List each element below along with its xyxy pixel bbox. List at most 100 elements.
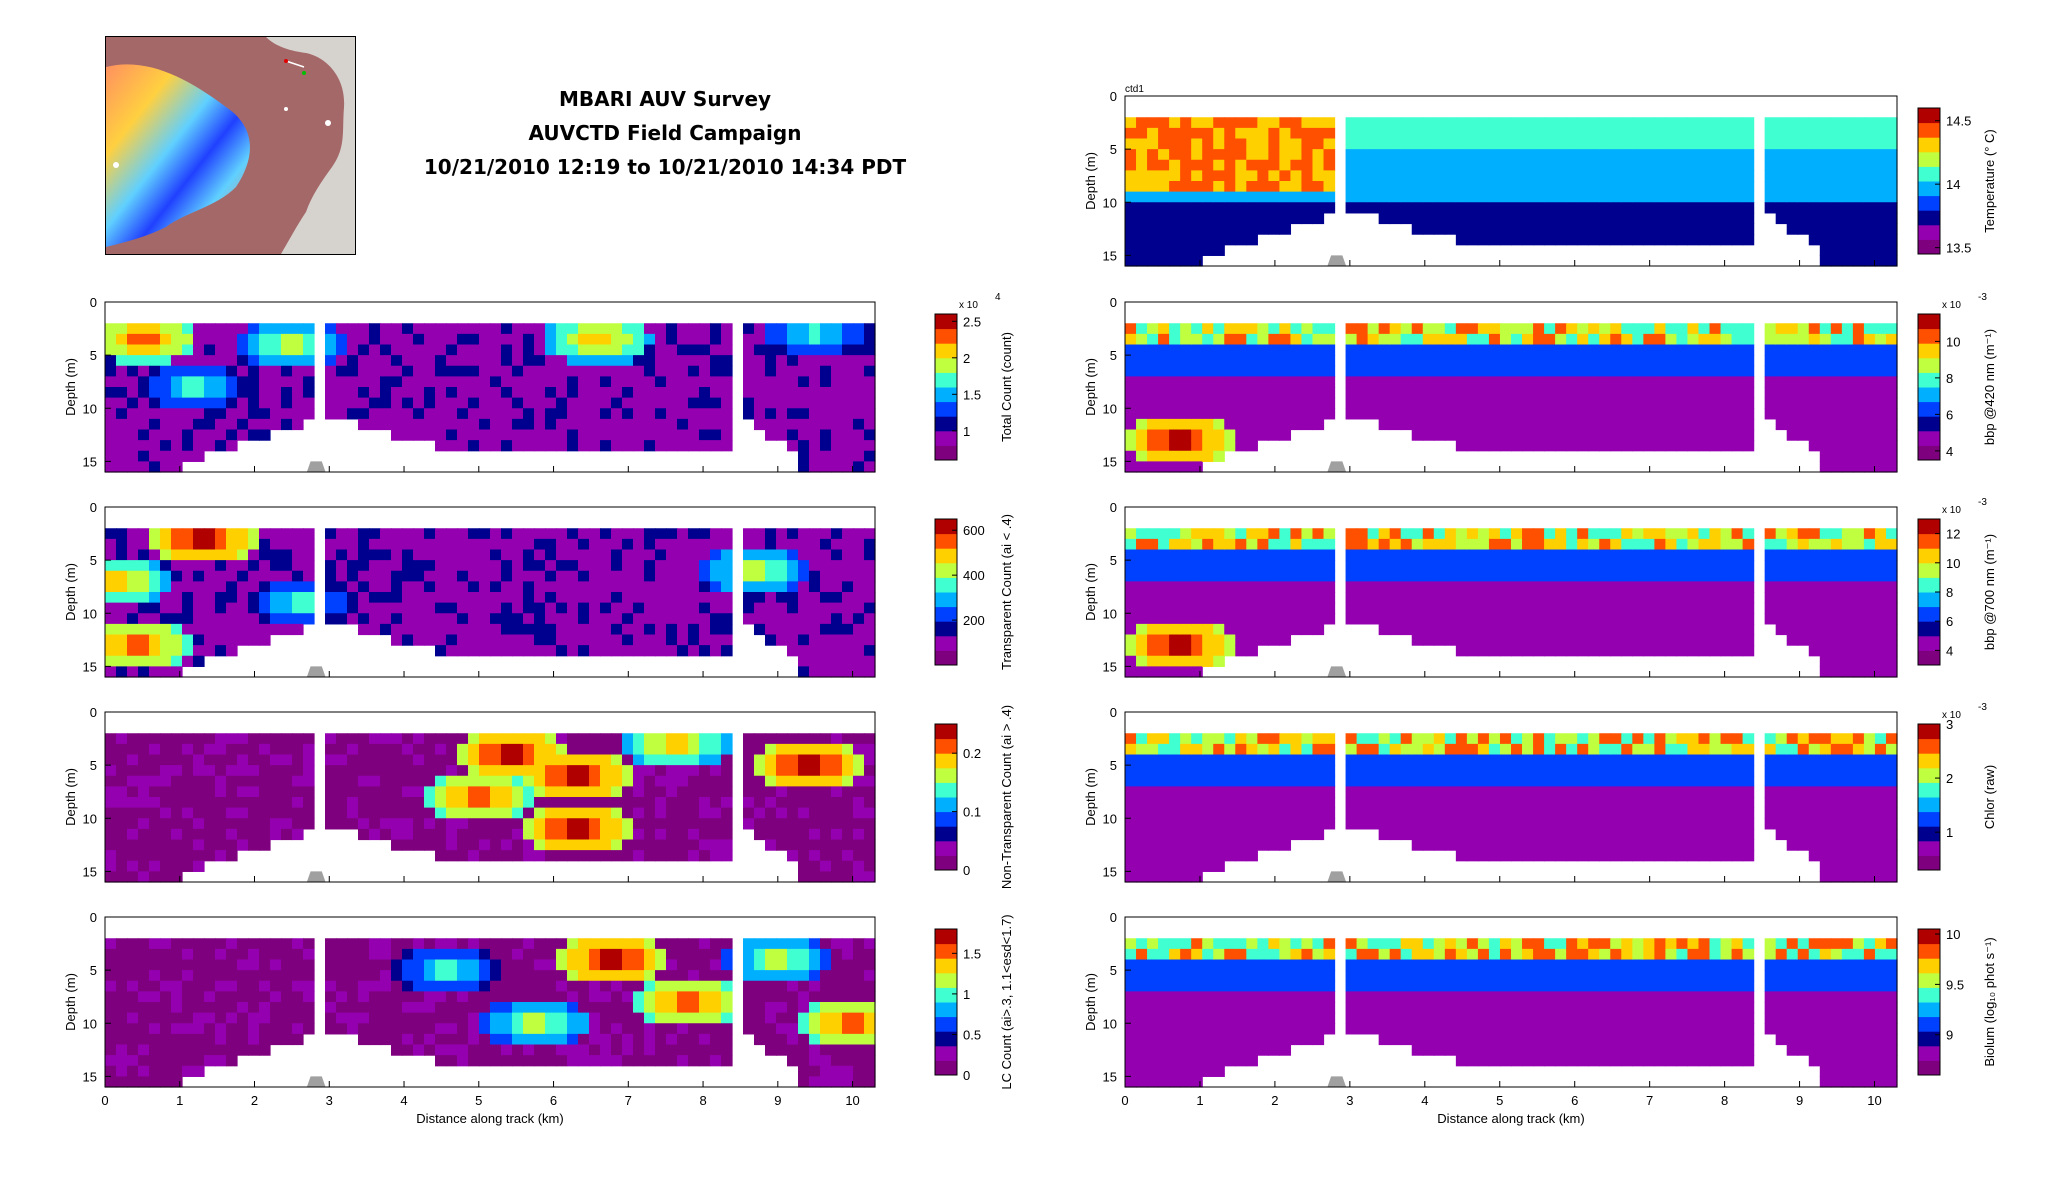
heatmap-cell: [1731, 181, 1744, 193]
heatmap-cell: [622, 1033, 634, 1046]
heatmap-cell: [1555, 181, 1567, 193]
heatmap-cell: [380, 991, 392, 1003]
heatmap-cell: [1511, 149, 1523, 161]
heatmap-cell: [809, 1044, 821, 1056]
heatmap-cell: [479, 733, 491, 745]
heatmap-cell: [622, 623, 634, 636]
heatmap-cell: [831, 592, 843, 604]
heatmap-cell: [1367, 127, 1380, 140]
heatmap-cell: [677, 538, 689, 551]
heatmap-cell: [798, 418, 810, 431]
heatmap-cell: [127, 860, 139, 872]
heatmap-cell: [1709, 181, 1722, 193]
heatmap-cell: [589, 818, 601, 830]
heatmap-cell: [281, 397, 293, 409]
heatmap-cell: [490, 408, 502, 420]
heatmap-cell: [215, 765, 227, 777]
heatmap-cell: [1301, 181, 1314, 193]
heatmap-cell: [831, 397, 843, 409]
heatmap-cell: [534, 839, 546, 851]
heatmap-cell: [1400, 387, 1413, 399]
heatmap-cell: [556, 754, 568, 766]
heatmap-cell: [479, 323, 491, 335]
heatmap-cell: [193, 828, 205, 841]
heatmap-cell: [699, 1033, 711, 1046]
heatmap-cell: [347, 592, 359, 604]
heatmap-cell: [644, 397, 656, 409]
heatmap-cell: [116, 333, 128, 346]
heatmap-cell: [1819, 365, 1832, 377]
heatmap-cell: [1511, 333, 1523, 346]
heatmap-cell: [688, 743, 700, 756]
heatmap-cell: [1400, 397, 1413, 409]
heatmap-cell: [468, 549, 480, 561]
heatmap-cell: [1213, 234, 1225, 246]
heatmap-cell: [1764, 127, 1777, 140]
heatmap-cell: [292, 418, 304, 431]
heatmap-cell: [765, 613, 777, 625]
heatmap-cell: [402, 818, 414, 830]
heatmap-cell: [1687, 355, 1700, 367]
heatmap-cell: [138, 786, 150, 798]
heatmap-cell: [193, 570, 205, 582]
heatmap-cell: [699, 807, 711, 819]
heatmap-cell: [1698, 365, 1711, 377]
heatmap-cell: [479, 1055, 491, 1067]
heatmap-cell: [1676, 181, 1689, 193]
heatmap-cell: [831, 538, 843, 551]
heatmap-cell: [1301, 202, 1314, 214]
heatmap-cell: [1885, 138, 1898, 150]
heatmap-cell: [776, 376, 788, 388]
heatmap-cell: [831, 775, 843, 787]
heatmap-cell: [1147, 365, 1159, 377]
heatmap-cell: [204, 1002, 216, 1014]
heatmap-cell: [1731, 344, 1744, 356]
heatmap-cell: [1389, 418, 1402, 431]
heatmap-cell: [787, 754, 799, 766]
heatmap-cell: [215, 365, 227, 377]
heatmap-cell: [336, 408, 348, 420]
heatmap-cell: [1643, 149, 1655, 161]
heatmap-cell: [1643, 418, 1655, 431]
heatmap-cell: [578, 959, 590, 971]
heatmap-cell: [325, 786, 337, 798]
heatmap-cell: [1466, 429, 1479, 441]
heatmap-cell: [798, 549, 810, 561]
heatmap-cell: [1797, 333, 1810, 346]
heatmap-cell: [1808, 418, 1821, 431]
heatmap-cell: [765, 333, 777, 346]
y-tick-label: 10: [1103, 195, 1117, 210]
heatmap-cell: [325, 1023, 337, 1035]
heatmap-cell: [457, 592, 469, 604]
heatmap-cell: [534, 743, 546, 756]
heatmap-cell: [809, 592, 821, 604]
heatmap-cell: [1863, 159, 1876, 171]
heatmap-cell: [1621, 170, 1633, 182]
heatmap-cell: [1488, 397, 1501, 409]
heatmap-cell: [1499, 191, 1512, 203]
heatmap-cell: [1180, 397, 1192, 409]
heatmap-cell: [589, 765, 601, 777]
heatmap-cell: [303, 938, 315, 950]
heatmap-cell: [479, 613, 491, 625]
heatmap-cell: [116, 970, 128, 982]
heatmap-cell: [292, 980, 304, 992]
heatmap-cell: [1213, 323, 1225, 335]
heatmap-cell: [523, 592, 535, 604]
heatmap-cell: [853, 1065, 865, 1077]
heatmap-cell: [589, 387, 601, 399]
heatmap-cell: [1290, 408, 1303, 420]
heatmap-cell: [380, 828, 392, 841]
heatmap-cell: [1224, 202, 1236, 214]
heatmap-cell: [237, 528, 249, 540]
heatmap-cell: [754, 786, 766, 798]
heatmap-cell: [1356, 323, 1369, 335]
heatmap-cell: [1676, 212, 1689, 225]
heatmap-cell: [127, 850, 139, 862]
heatmap-cell: [347, 765, 359, 777]
heatmap-cell: [1687, 429, 1700, 441]
heatmap-cell: [259, 592, 271, 604]
heatmap-cell: [424, 754, 436, 766]
heatmap-cell: [1566, 234, 1578, 246]
heatmap-cell: [1599, 355, 1611, 367]
